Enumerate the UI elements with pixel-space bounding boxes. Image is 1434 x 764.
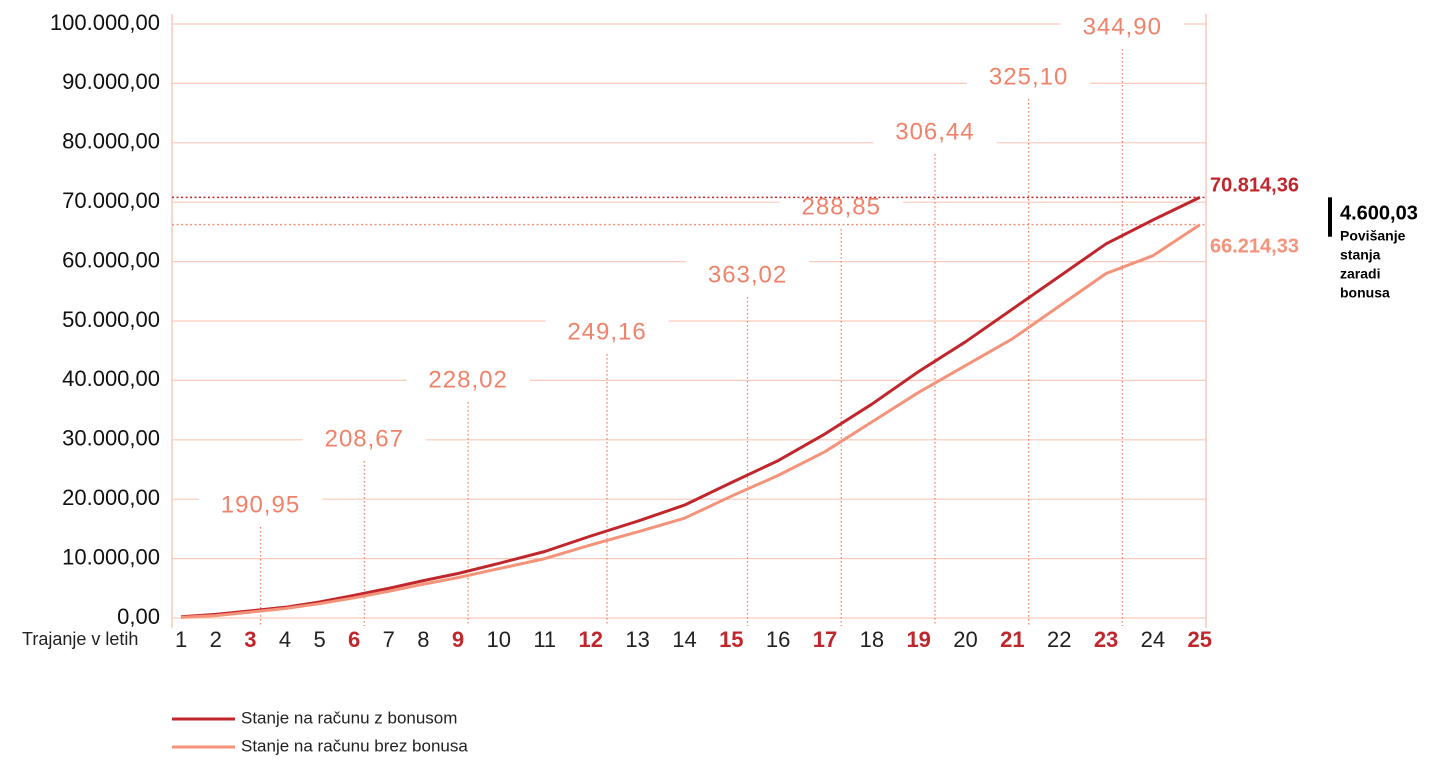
difference-text: zaradi bbox=[1340, 266, 1380, 282]
legend-label: Stanje na računu z bonusom bbox=[241, 708, 457, 727]
x-tick-label: 23 bbox=[1094, 627, 1118, 652]
x-tick-label: 22 bbox=[1047, 627, 1071, 652]
x-tick-label: 14 bbox=[672, 627, 696, 652]
x-tick-label: 20 bbox=[953, 627, 977, 652]
x-tick-label: 17 bbox=[813, 627, 837, 652]
x-tick-label: 16 bbox=[766, 627, 790, 652]
x-tick-label: 8 bbox=[417, 627, 429, 652]
x-tick-label: 9 bbox=[452, 627, 464, 652]
x-tick-label: 2 bbox=[210, 627, 222, 652]
annotation: 249,16 bbox=[567, 318, 646, 345]
x-tick-label: 13 bbox=[625, 627, 649, 652]
y-tick-label: 30.000,00 bbox=[62, 426, 160, 451]
y-tick-label: 10.000,00 bbox=[62, 544, 160, 569]
x-tick-label: 25 bbox=[1188, 627, 1212, 652]
y-tick-label: 100.000,00 bbox=[50, 10, 160, 35]
series-line bbox=[180, 196, 1201, 619]
grid bbox=[172, 23, 1206, 619]
x-tick-label: 12 bbox=[579, 627, 603, 652]
difference-text: bonusa bbox=[1340, 285, 1390, 301]
x-tick-label: 24 bbox=[1141, 627, 1165, 652]
x-tick-label: 11 bbox=[533, 627, 556, 652]
series-line bbox=[181, 223, 1201, 619]
annotation-bg bbox=[406, 365, 530, 397]
difference-text: Povišanje bbox=[1340, 228, 1406, 244]
difference-bar bbox=[1328, 197, 1332, 237]
annotation-bg bbox=[1060, 12, 1185, 44]
x-tick-label: 4 bbox=[279, 627, 291, 652]
difference-label: 4.600,03 bbox=[1340, 202, 1418, 224]
annotation: 288,85 bbox=[802, 193, 881, 220]
x-tick-label: 6 bbox=[348, 627, 360, 652]
end-value-label: 70.814,36 bbox=[1210, 174, 1299, 196]
y-tick-label: 80.000,00 bbox=[62, 129, 160, 154]
y-tick-label: 60.000,00 bbox=[62, 247, 160, 272]
annotation: 208,67 bbox=[325, 425, 404, 452]
difference-text: stanja bbox=[1340, 247, 1381, 263]
x-tick-label: 5 bbox=[313, 627, 325, 652]
annotation-bg bbox=[198, 490, 323, 522]
x-tick-label: 21 bbox=[1000, 627, 1024, 652]
end-value-label: 66.214,33 bbox=[1210, 235, 1299, 257]
annotation-bg bbox=[779, 192, 903, 224]
annotation: 344,90 bbox=[1083, 13, 1162, 40]
x-axis-label: Trajanje v letih bbox=[22, 629, 138, 649]
x-tick-label: 3 bbox=[244, 627, 256, 652]
y-tick-label: 40.000,00 bbox=[62, 366, 160, 391]
x-tick-label: 10 bbox=[486, 627, 510, 652]
x-tick-label: 15 bbox=[719, 627, 743, 652]
y-tick-label: 0,00 bbox=[117, 604, 160, 629]
x-tick-label: 1 bbox=[175, 627, 187, 652]
x-tick-label: 19 bbox=[906, 627, 930, 652]
legend-label: Stanje na računu brez bonusa bbox=[241, 736, 468, 755]
y-tick-label: 90.000,00 bbox=[62, 69, 160, 94]
annotation: 228,02 bbox=[428, 366, 507, 393]
annotation: 363,02 bbox=[708, 261, 787, 288]
annotation-bg bbox=[302, 424, 427, 456]
annotation-bg bbox=[873, 117, 997, 149]
y-tick-label: 50.000,00 bbox=[62, 307, 160, 332]
annotation-bg bbox=[685, 260, 810, 292]
annotation: 306,44 bbox=[895, 118, 974, 145]
annotation: 325,10 bbox=[989, 63, 1068, 90]
y-tick-label: 70.000,00 bbox=[62, 188, 160, 213]
annotation-bg bbox=[966, 62, 1091, 94]
annotation: 190,95 bbox=[221, 491, 300, 518]
annotation-bg bbox=[545, 317, 669, 349]
x-tick-label: 18 bbox=[860, 627, 884, 652]
x-tick-label: 7 bbox=[383, 627, 395, 652]
y-tick-label: 20.000,00 bbox=[62, 485, 160, 510]
